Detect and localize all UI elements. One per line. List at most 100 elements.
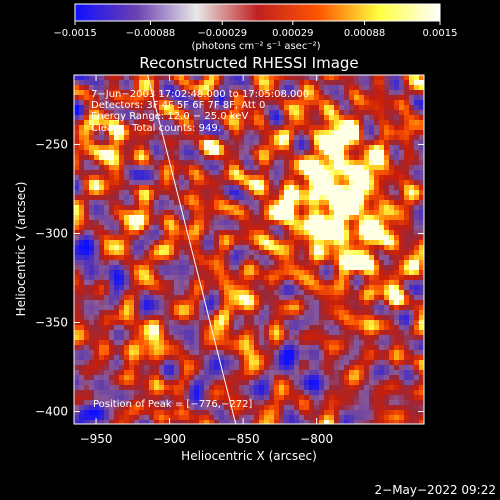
heatmap-cell xyxy=(384,230,389,235)
heatmap-cell xyxy=(419,100,424,105)
heatmap-cell xyxy=(179,155,184,160)
heatmap-cell xyxy=(379,330,384,335)
heatmap-cell xyxy=(354,200,359,205)
heatmap-cell xyxy=(74,385,79,390)
heatmap-cell xyxy=(409,350,414,355)
heatmap-cell xyxy=(239,240,244,245)
heatmap-cell xyxy=(184,100,189,105)
heatmap-cell xyxy=(294,320,299,325)
heatmap-cell xyxy=(254,295,259,300)
heatmap-cell xyxy=(234,395,239,400)
heatmap-cell xyxy=(239,215,244,220)
heatmap-cell xyxy=(169,115,174,120)
heatmap-cell xyxy=(374,305,379,310)
heatmap-cell xyxy=(79,340,84,345)
heatmap-cell xyxy=(259,385,264,390)
heatmap-cell xyxy=(224,75,229,80)
heatmap-cell xyxy=(314,85,319,90)
heatmap-cell xyxy=(314,90,319,95)
heatmap-cell xyxy=(94,255,99,260)
heatmap-cell xyxy=(134,80,139,85)
heatmap-cell xyxy=(319,265,324,270)
heatmap-cell xyxy=(409,140,414,145)
heatmap-cell xyxy=(384,225,389,230)
heatmap-cell xyxy=(314,230,319,235)
heatmap-cell xyxy=(254,270,259,275)
heatmap-cell xyxy=(379,290,384,295)
heatmap-cell xyxy=(379,190,384,195)
heatmap-cell xyxy=(344,135,349,140)
heatmap-cell xyxy=(144,370,149,375)
heatmap-cell xyxy=(179,150,184,155)
heatmap-cell xyxy=(219,155,224,160)
heatmap-cell xyxy=(389,140,394,145)
heatmap-cell xyxy=(214,400,219,405)
heatmap-cell xyxy=(119,265,124,270)
heatmap-cell xyxy=(389,290,394,295)
heatmap-cell xyxy=(279,410,284,415)
heatmap-cell xyxy=(219,240,224,245)
heatmap-cell xyxy=(194,315,199,320)
heatmap-cell xyxy=(154,165,159,170)
heatmap-cell xyxy=(114,235,119,240)
heatmap-cell xyxy=(184,75,189,80)
heatmap-cell xyxy=(94,110,99,115)
heatmap-cell xyxy=(74,340,79,345)
heatmap-cell xyxy=(84,145,89,150)
heatmap-cell xyxy=(299,245,304,250)
heatmap-cell xyxy=(229,240,234,245)
heatmap-cell xyxy=(334,105,339,110)
heatmap-cell xyxy=(204,240,209,245)
heatmap-cell xyxy=(214,235,219,240)
heatmap-cell xyxy=(249,370,254,375)
heatmap-cell xyxy=(394,235,399,240)
heatmap-cell xyxy=(324,220,329,225)
heatmap-cell xyxy=(294,220,299,225)
heatmap-cell xyxy=(199,205,204,210)
heatmap-cell xyxy=(119,100,124,105)
heatmap-cell xyxy=(364,155,369,160)
heatmap-cell xyxy=(159,300,164,305)
heatmap-cell xyxy=(294,410,299,415)
heatmap-cell xyxy=(329,320,334,325)
heatmap-cell xyxy=(174,345,179,350)
heatmap-cell xyxy=(119,145,124,150)
heatmap-cell xyxy=(314,290,319,295)
heatmap-cell xyxy=(359,335,364,340)
heatmap-cell xyxy=(359,365,364,370)
heatmap-cell xyxy=(379,95,384,100)
heatmap-cell xyxy=(289,160,294,165)
heatmap-cell xyxy=(364,160,369,165)
heatmap-cell xyxy=(79,90,84,95)
heatmap-cell xyxy=(109,300,114,305)
heatmap-cell xyxy=(79,120,84,125)
heatmap-cell xyxy=(124,75,129,80)
heatmap-cell xyxy=(189,205,194,210)
heatmap-cell xyxy=(334,155,339,160)
heatmap-cell xyxy=(114,405,119,410)
heatmap-cell xyxy=(344,280,349,285)
heatmap-cell xyxy=(144,255,149,260)
heatmap-cell xyxy=(114,370,119,375)
heatmap-cell xyxy=(404,400,409,405)
heatmap-cell xyxy=(74,280,79,285)
heatmap-cell xyxy=(124,285,129,290)
heatmap-cell xyxy=(404,330,409,335)
heatmap-cell xyxy=(274,245,279,250)
heatmap-cell xyxy=(359,350,364,355)
heatmap-cell xyxy=(194,395,199,400)
heatmap-cell xyxy=(344,365,349,370)
heatmap-cell xyxy=(399,185,404,190)
heatmap-cell xyxy=(129,110,134,115)
heatmap-cell xyxy=(294,100,299,105)
heatmap-cell xyxy=(199,415,204,420)
heatmap-cell xyxy=(229,165,234,170)
heatmap-cell xyxy=(199,190,204,195)
heatmap-cell xyxy=(339,310,344,315)
heatmap-cell xyxy=(334,390,339,395)
heatmap-cell xyxy=(119,170,124,175)
heatmap-cell xyxy=(399,265,404,270)
heatmap-cell xyxy=(404,205,409,210)
heatmap-cell xyxy=(374,410,379,415)
heatmap-cell xyxy=(339,80,344,85)
